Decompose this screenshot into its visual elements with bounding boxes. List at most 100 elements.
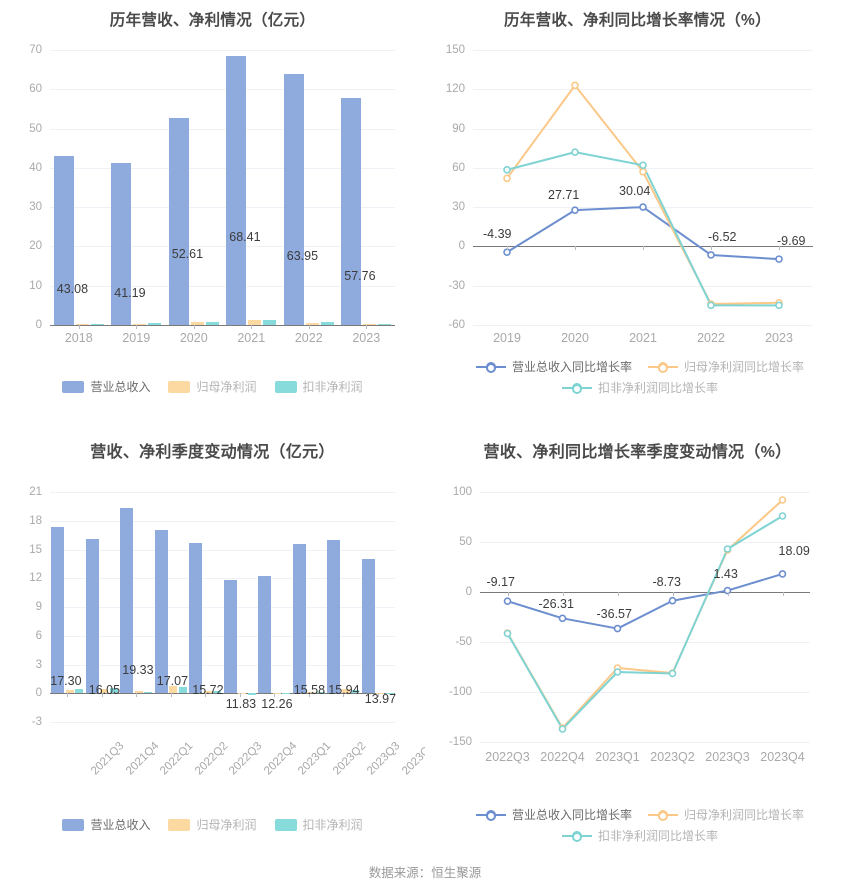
legend-item-net-profit[interactable]: 归母净利润 [168, 378, 257, 395]
x-axis-tick-label[interactable]: 2023 [765, 331, 793, 345]
bar-net-profit[interactable] [100, 689, 109, 694]
y-axis-tick-label[interactable]: -3 [31, 716, 42, 728]
data-label[interactable]: 63.95 [286, 249, 319, 263]
x-axis-tickmark[interactable] [136, 693, 138, 698]
y-axis-tick-label[interactable]: 60 [29, 83, 42, 96]
bar-revenue[interactable] [361, 559, 375, 694]
legend-item-revenue[interactable]: 营业总收入 [62, 378, 150, 395]
x-axis-tick-label[interactable]: 2020 [561, 331, 589, 345]
y-axis-tick-label[interactable]: 0 [35, 687, 42, 700]
x-axis-tick-label[interactable]: 2023Q1 [595, 750, 640, 764]
y-axis-tick-label[interactable]: 0 [465, 586, 472, 598]
x-axis-tickmark[interactable] [575, 246, 576, 251]
bar-net-profit[interactable] [75, 324, 89, 326]
x-axis-tickmark[interactable] [377, 693, 379, 698]
gridline[interactable] [480, 542, 810, 543]
legend-item-revenue[interactable]: 营业总收入同比增长率 [475, 806, 632, 823]
legend-label[interactable]: 扣非净利润 [302, 380, 363, 394]
data-label[interactable]: -26.31 [538, 597, 574, 612]
bar-net-profit[interactable] [169, 686, 178, 694]
gridline[interactable] [50, 89, 395, 91]
x-axis-tickmark[interactable] [193, 325, 195, 329]
x-axis-tickmark[interactable] [562, 592, 564, 596]
data-label[interactable]: 27.71 [548, 188, 580, 203]
data-label[interactable]: 13.97 [364, 692, 397, 706]
y-axis-tick-label[interactable]: -60 [448, 319, 465, 331]
legend-line-marker[interactable] [648, 809, 678, 821]
legend-color-swatch[interactable] [274, 380, 297, 393]
bar-deducted-net-profit[interactable] [282, 693, 291, 695]
data-label[interactable]: 17.30 [50, 674, 82, 688]
data-label[interactable]: 16.05 [88, 683, 121, 697]
data-label[interactable]: -36.57 [596, 606, 632, 621]
gridline[interactable] [480, 642, 810, 643]
y-axis-tick-label[interactable]: 20 [29, 240, 42, 253]
x-axis-line[interactable] [50, 325, 395, 326]
gridline[interactable] [50, 664, 395, 666]
x-axis-tickmark[interactable] [643, 246, 644, 251]
legend-label[interactable]: 营业总收入 [90, 818, 151, 832]
bar-revenue[interactable] [120, 508, 134, 694]
gridline[interactable] [50, 285, 395, 287]
x-axis-tickmark[interactable] [67, 693, 69, 698]
x-axis-tick-label[interactable]: 2023Q4 [399, 740, 425, 778]
x-axis-tick-label[interactable]: 2022Q2 [192, 740, 231, 778]
gridline[interactable] [473, 50, 813, 51]
gridline[interactable] [50, 520, 395, 522]
bar-revenue[interactable] [111, 163, 132, 325]
y-axis-tick-label[interactable]: 0 [458, 240, 465, 253]
bar-deducted-net-profit[interactable] [144, 691, 153, 694]
legend-line-marker[interactable] [475, 809, 506, 821]
bar-net-profit[interactable] [203, 691, 212, 694]
legend-color-swatch[interactable] [62, 818, 85, 831]
bar-revenue[interactable] [341, 98, 362, 325]
legend-line-marker[interactable] [561, 830, 592, 842]
bar-net-profit[interactable] [376, 693, 385, 695]
gridline[interactable] [480, 742, 810, 743]
gridline[interactable] [50, 578, 395, 580]
x-axis-tick-label[interactable]: 2023Q1 [296, 740, 334, 778]
data-label[interactable]: 41.19 [114, 286, 146, 300]
x-axis-tick-label[interactable]: 2022Q3 [485, 750, 530, 764]
x-axis-tickmark[interactable] [617, 592, 619, 596]
gridline[interactable] [50, 207, 395, 209]
legend-item-net-profit[interactable]: 归母净利润同比增长率 [648, 806, 804, 823]
bar-deducted-net-profit[interactable] [385, 693, 394, 695]
bar-deducted-net-profit[interactable] [316, 692, 325, 694]
x-axis-tick-label[interactable]: 2022Q1 [158, 740, 196, 778]
gridline[interactable] [473, 325, 813, 326]
zero-axis-line[interactable] [480, 592, 810, 593]
x-axis-tick-label[interactable]: 2018 [64, 331, 93, 345]
data-label[interactable]: 15.72 [192, 683, 224, 697]
x-axis-tick-label[interactable]: 2020 [179, 331, 208, 345]
bar-net-profit[interactable] [248, 319, 262, 325]
legend-item-deducted-net-profit[interactable]: 扣非净利润同比增长率 [561, 827, 718, 844]
data-label[interactable]: 19.33 [122, 663, 154, 677]
legend-line-marker[interactable] [648, 361, 678, 373]
gridline[interactable] [50, 246, 395, 248]
y-axis-tick-label[interactable]: -100 [448, 686, 472, 698]
bar-deducted-net-profit[interactable] [90, 323, 104, 325]
x-axis-tickmark[interactable] [507, 246, 508, 251]
bar-revenue[interactable] [53, 155, 74, 325]
bar-revenue[interactable] [189, 542, 203, 694]
bar-revenue[interactable] [283, 73, 304, 325]
y-axis-tick-label[interactable]: 21 [29, 486, 42, 498]
x-axis-tickmark[interactable] [507, 592, 509, 596]
bar-net-profit[interactable] [307, 691, 316, 694]
gridline[interactable] [480, 692, 810, 693]
y-axis-tick-label[interactable]: 6 [35, 629, 42, 642]
bar-net-profit[interactable] [190, 321, 204, 325]
y-axis-tick-label[interactable]: 120 [445, 83, 465, 96]
gridline[interactable] [473, 89, 813, 91]
bar-deducted-net-profit[interactable] [178, 686, 187, 694]
bar-net-profit[interactable] [238, 693, 247, 695]
bar-revenue[interactable] [292, 543, 306, 694]
legend-label[interactable]: 扣非净利润 [302, 818, 363, 832]
y-axis-tick-label[interactable]: 12 [29, 572, 42, 585]
legend-label[interactable]: 归母净利润 [196, 380, 257, 394]
x-axis-tick-label[interactable]: 2022Q3 [227, 740, 265, 778]
gridline[interactable] [50, 722, 395, 723]
y-axis-tick-label[interactable]: 9 [35, 601, 42, 613]
y-axis-tick-label[interactable]: 100 [452, 486, 472, 498]
